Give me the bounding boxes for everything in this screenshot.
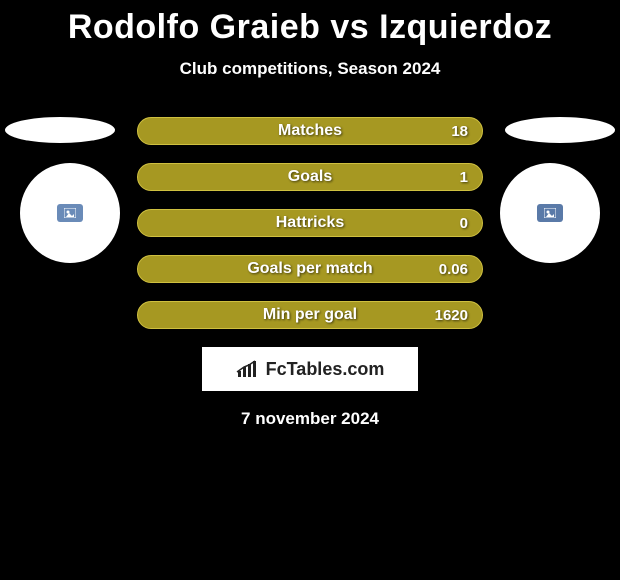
- avatar-placeholder-icon: [64, 208, 76, 218]
- comparison-area: Matches 18 Goals 1 Hattricks 0 Goals per match…: [0, 117, 620, 329]
- stat-row: Goals 1: [137, 163, 483, 191]
- player-badge-right: [537, 204, 563, 222]
- logo-box: FcTables.com: [202, 347, 418, 391]
- stat-label: Min per goal: [263, 306, 357, 324]
- ellipse-marker-right: [505, 117, 615, 143]
- page-title: Rodolfo Graieb vs Izquierdoz: [0, 0, 620, 47]
- stat-row: Goals per match 0.06: [137, 255, 483, 283]
- subtitle: Club competitions, Season 2024: [0, 59, 620, 79]
- ellipse-marker-left: [5, 117, 115, 143]
- stat-value-right: 1: [460, 169, 468, 186]
- logo-text: FcTables.com: [266, 359, 385, 380]
- stat-row: Matches 18: [137, 117, 483, 145]
- stat-label: Matches: [278, 122, 342, 140]
- stat-value-right: 1620: [435, 307, 468, 324]
- stat-row: Min per goal 1620: [137, 301, 483, 329]
- stat-label: Goals: [288, 168, 332, 186]
- stat-row: Hattricks 0: [137, 209, 483, 237]
- stat-rows: Matches 18 Goals 1 Hattricks 0 Goals per match…: [137, 117, 483, 329]
- player-avatar-left: [20, 163, 120, 263]
- player-avatar-right: [500, 163, 600, 263]
- stat-label: Goals per match: [247, 260, 372, 278]
- stat-value-right: 0.06: [439, 261, 468, 278]
- player-badge-left: [57, 204, 83, 222]
- bar-chart-icon: [236, 359, 262, 379]
- logo: FcTables.com: [236, 359, 385, 380]
- stat-value-right: 0: [460, 215, 468, 232]
- stat-label: Hattricks: [276, 214, 344, 232]
- avatar-placeholder-icon: [544, 208, 556, 218]
- date-text: 7 november 2024: [0, 409, 620, 429]
- stat-value-right: 18: [451, 123, 468, 140]
